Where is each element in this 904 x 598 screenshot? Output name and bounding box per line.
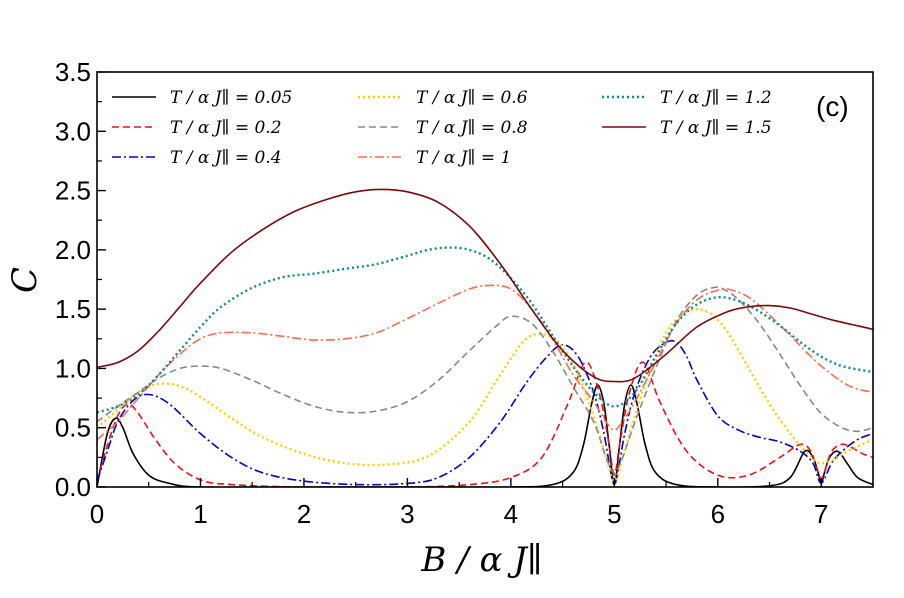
y-tick-label-0: 0.0: [55, 472, 91, 502]
y-tick-label-6: 3.0: [55, 116, 91, 146]
x-tick-label-2: 2: [297, 499, 311, 529]
legend-label-4: T / α J∥ = 0.8: [416, 118, 528, 138]
x-tick-label-4: 4: [504, 499, 518, 529]
y-tick-label-2: 1.0: [55, 353, 91, 383]
tick-layer: 0 1 2 3 4 5 6 7 0.0 0.5 1.0 1.5 2.0 2.5 3.0 3.5: [55, 57, 829, 529]
y-tick-label-3: 1.5: [55, 294, 91, 324]
y-tick-label-4: 2.0: [55, 235, 91, 265]
y-tick-label-7: 3.5: [55, 57, 91, 87]
legend-label-3: T / α J∥ = 0.6: [416, 88, 528, 108]
x-tick-label-5: 5: [607, 499, 621, 529]
legend-label-2: T / α J∥ = 0.4: [170, 148, 282, 168]
series-line-2: [97, 339, 873, 486]
x-tick-label-0: 0: [90, 499, 104, 529]
series-line-7: [97, 188, 873, 383]
panel-label: (c): [816, 91, 849, 122]
x-tick-label-3: 3: [400, 499, 414, 529]
legend-label-1: T / α J∥ = 0.2: [170, 118, 282, 138]
legend-label-5: T / α J∥ = 1: [416, 148, 511, 168]
y-tick-label-1: 0.5: [55, 413, 91, 443]
x-tick-label-7: 7: [814, 499, 828, 529]
legend-label-0: T / α J∥ = 0.05: [170, 88, 292, 108]
series-layer: [97, 188, 873, 487]
x-tick-label-6: 6: [711, 499, 725, 529]
x-axis-title: B / α J∥: [420, 540, 542, 580]
x-tick-label-1: 1: [193, 499, 207, 529]
series-line-1: [97, 361, 873, 487]
legend-label-7: T / α J∥ = 1.5: [660, 118, 772, 138]
y-tick-label-5: 2.5: [55, 176, 91, 206]
y-axis-title: C: [5, 267, 45, 293]
legend: T / α J∥ = 0.05 T / α J∥ = 0.2 T / α J∥ = …: [112, 88, 772, 168]
legend-label-6: T / α J∥ = 1.2: [660, 88, 772, 108]
series-line-4: [97, 286, 873, 474]
